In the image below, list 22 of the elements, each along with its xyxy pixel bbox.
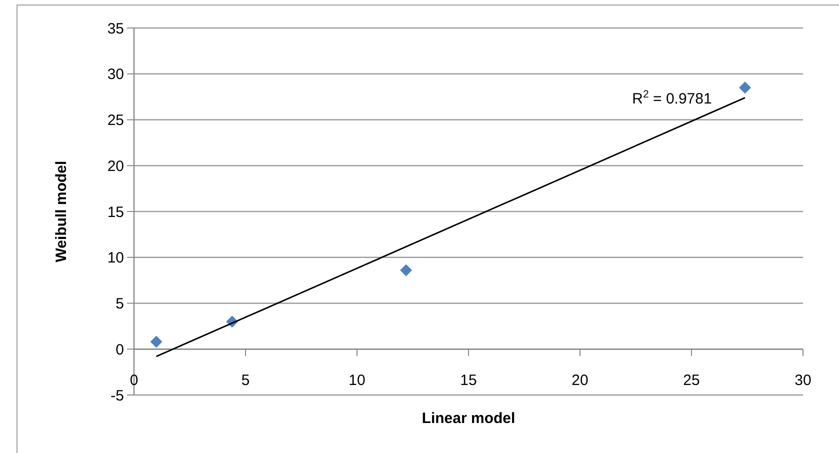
point bbox=[739, 82, 752, 94]
point bbox=[150, 336, 162, 348]
x-tick-label: 5 bbox=[241, 372, 250, 390]
annotation: R$^{2}$ = 0.9781 bbox=[632, 88, 712, 108]
point bbox=[400, 264, 412, 276]
y-tick-label: 5 bbox=[116, 296, 124, 312]
x-axis-title: Linear model bbox=[422, 410, 516, 427]
x-tick-label: 25 bbox=[683, 372, 700, 390]
x-tick-label: 20 bbox=[572, 372, 588, 390]
y-tick-label: 20 bbox=[107, 158, 124, 175]
y-tick-label: 0 bbox=[116, 341, 124, 358]
x-tick-label: 0 bbox=[130, 372, 138, 390]
y-tick-label: 15 bbox=[107, 204, 124, 221]
y-tick-label: 25 bbox=[107, 112, 124, 129]
x-tick-label: 15 bbox=[460, 372, 477, 390]
y-axis-title: Weibull model bbox=[53, 160, 70, 262]
x-tick-label: 30 bbox=[794, 372, 812, 390]
y-tick-label: 30 bbox=[107, 66, 124, 84]
x-tick-label: 10 bbox=[348, 372, 366, 390]
y-tick-label: -5 bbox=[110, 387, 124, 404]
y-tick-label: 10 bbox=[107, 250, 124, 267]
y-tick-label: 35 bbox=[107, 20, 124, 38]
